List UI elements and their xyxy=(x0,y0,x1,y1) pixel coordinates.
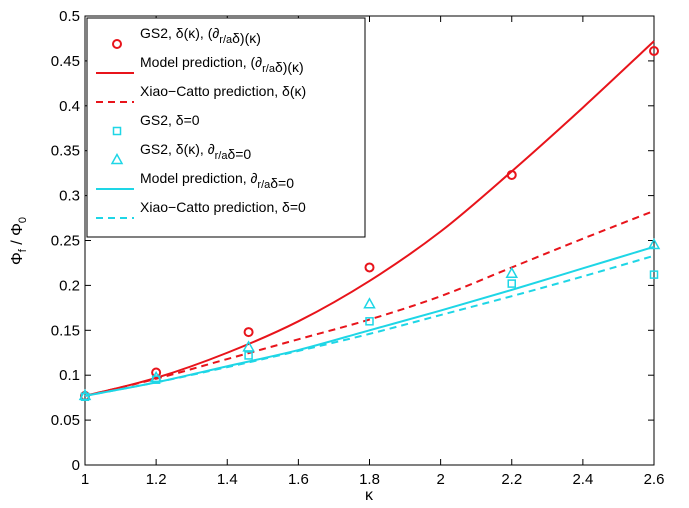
data-point xyxy=(364,262,375,273)
data-point xyxy=(649,270,659,279)
x-tick-label: 2 xyxy=(436,471,444,488)
legend-item: GS2, δ(κ), ∂r/aδ=0 xyxy=(110,141,251,165)
legend-box xyxy=(86,17,366,238)
data-point xyxy=(505,266,519,278)
data-point xyxy=(647,237,661,250)
legend-item: Model prediction, ∂r/aδ=0 xyxy=(96,170,294,191)
legend-marker xyxy=(112,126,122,136)
series-line xyxy=(84,40,655,397)
data-point xyxy=(365,317,374,326)
x-tick-label: 2.4 xyxy=(572,471,593,488)
legend-label: Model prediction, (∂r/aδ)(κ) xyxy=(140,54,304,75)
axis-ticks: 1 1.2 1.4 1.6 1.8 2 2.2 2.4 2.6 0 0.05 0.1 0.15 0.2 0.… xyxy=(51,8,665,488)
legend-label: Xiao−Catto prediction, δ(κ) xyxy=(140,83,306,99)
data-point xyxy=(507,279,516,288)
y-tick-label: 0 xyxy=(72,457,80,474)
series-line xyxy=(84,209,655,397)
data-point xyxy=(363,297,376,309)
series-line xyxy=(84,254,655,397)
legend-label: Xiao−Catto prediction, δ=0 xyxy=(140,199,306,215)
legend-label: GS2, δ(κ), (∂r/aδ)(κ) xyxy=(140,25,261,46)
y-tick-label: 0.4 xyxy=(59,98,80,115)
y-tick-label: 0.35 xyxy=(51,143,80,160)
y-tick-label: 0.5 xyxy=(59,8,80,25)
legend-item: Model prediction, (∂r/aδ)(κ) xyxy=(96,54,304,75)
x-tick-label: 1.2 xyxy=(146,471,167,488)
x-tick-label: 2.2 xyxy=(501,471,522,488)
series-6 xyxy=(84,245,655,397)
x-axis-label: κ xyxy=(365,487,374,504)
y-tick-label: 0.3 xyxy=(59,188,80,205)
y-tick-label: 0.2 xyxy=(59,277,80,294)
legend-marker xyxy=(112,39,122,49)
y-tick-label: 0.15 xyxy=(51,322,80,339)
legend-label: Model prediction, ∂r/aδ=0 xyxy=(140,170,294,191)
legend-item: GS2, δ=0 xyxy=(112,112,200,136)
series-3 xyxy=(84,209,655,397)
legend-label: GS2, δ(κ), ∂r/aδ=0 xyxy=(140,141,251,162)
y-axis-label: Φf / Φ0 xyxy=(9,217,29,265)
series-layer xyxy=(78,40,661,402)
y-tick-label: 0.45 xyxy=(51,53,80,70)
data-point xyxy=(243,327,254,338)
legend-item: Xiao−Catto prediction, δ(κ) xyxy=(96,83,306,103)
series-7 xyxy=(84,254,655,397)
data-point xyxy=(649,46,659,57)
series-2 xyxy=(84,40,655,397)
data-point xyxy=(242,340,255,352)
data-point xyxy=(244,351,253,360)
x-tick-label: 1.4 xyxy=(217,471,238,488)
legend-item: GS2, δ(κ), (∂r/aδ)(κ) xyxy=(112,25,261,49)
legend: GS2, δ(κ), (∂r/aδ)(κ) Model prediction, (… xyxy=(86,17,366,238)
x-tick-label: 1 xyxy=(81,471,89,488)
legend-label: GS2, δ=0 xyxy=(140,112,200,128)
legend-marker xyxy=(110,152,124,165)
y-tick-label: 0.05 xyxy=(51,412,80,429)
x-tick-label: 1.8 xyxy=(359,471,380,488)
y-tick-label: 0.25 xyxy=(51,233,80,250)
legend-item: Xiao−Catto prediction, δ=0 xyxy=(96,199,306,219)
y-tick-label: 0.1 xyxy=(59,367,80,384)
x-tick-label: 2.6 xyxy=(644,471,665,488)
series-line xyxy=(84,245,655,397)
x-tick-label: 1.6 xyxy=(288,471,309,488)
